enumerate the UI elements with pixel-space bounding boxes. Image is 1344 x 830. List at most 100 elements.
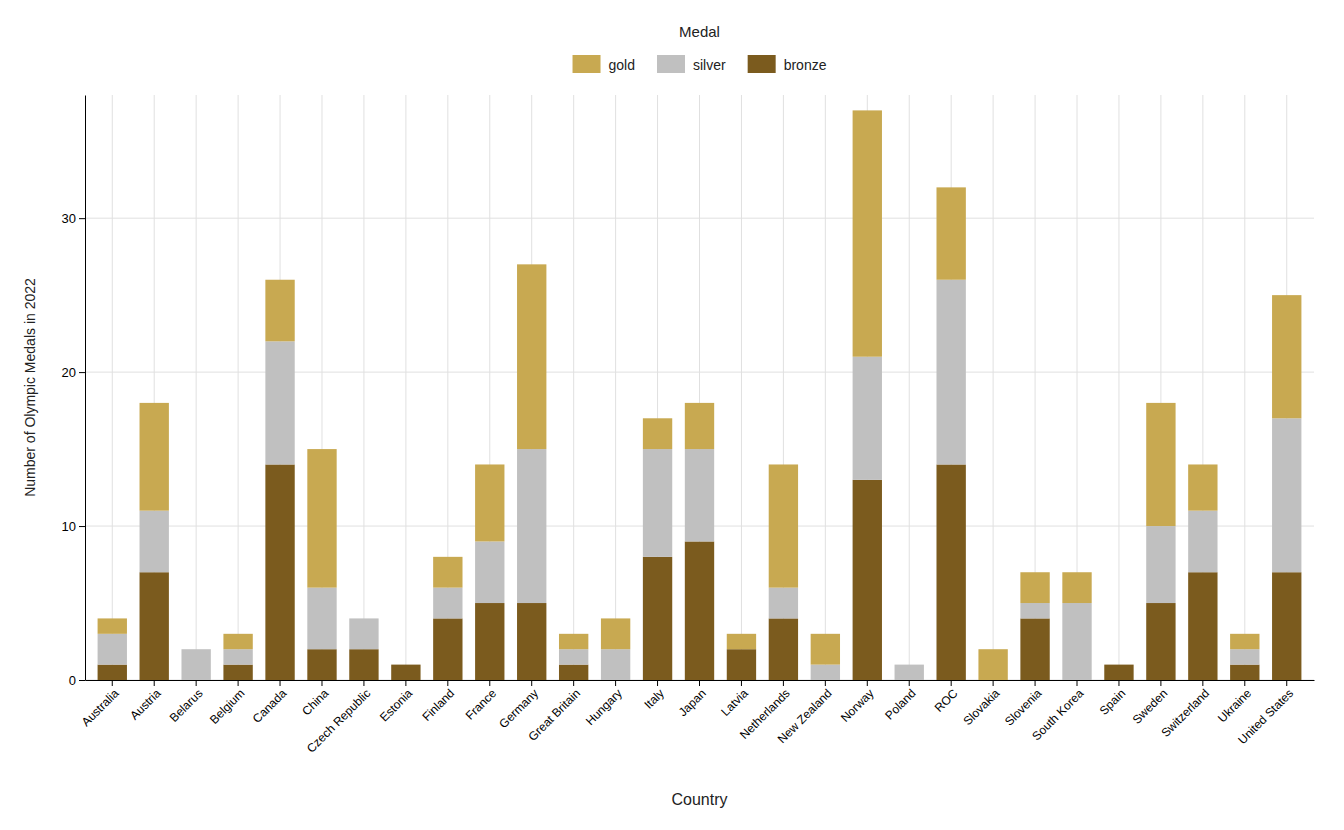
bar (307, 649, 336, 680)
grid-line (196, 95, 197, 680)
tick-label: 10 (62, 519, 76, 534)
tick-label: Belgium (207, 686, 248, 727)
bar (433, 588, 462, 619)
legend-swatch (657, 55, 685, 73)
bar (811, 665, 840, 680)
tick-label: Spain (1097, 686, 1129, 718)
bar (1188, 572, 1217, 680)
tick-mark (1202, 680, 1203, 686)
bar (1104, 664, 1133, 665)
tick-label: Ukraine (1215, 686, 1254, 725)
tick: Austria (127, 680, 164, 723)
tick-label: China (299, 686, 331, 718)
bar (727, 634, 756, 649)
legend-entries: goldsilverbronze (573, 55, 827, 73)
bar (895, 664, 924, 665)
bar (1272, 295, 1301, 418)
y-axis-title: Number of Olympic Medals in 2022 (22, 278, 38, 497)
plot-area: 0102030AustraliaAustriaBelarusBelgiumCan… (62, 95, 1315, 756)
tick-mark (405, 680, 406, 686)
bar (517, 264, 546, 449)
tick-mark (699, 680, 700, 686)
tick-mark (79, 218, 85, 219)
tick-mark (79, 526, 85, 527)
bar (98, 634, 127, 665)
axis-line (85, 96, 86, 681)
grid-line (405, 95, 406, 680)
bar (1272, 418, 1301, 572)
bar (978, 649, 1007, 680)
chart: 0102030AustraliaAustriaBelarusBelgiumCan… (0, 0, 1344, 830)
tick: Belarus (167, 680, 206, 725)
tick-label: Czech Republic (304, 686, 373, 755)
bar (1062, 572, 1091, 603)
tick-mark (951, 680, 952, 686)
bar (1146, 603, 1175, 680)
bar (559, 634, 588, 649)
bar (1146, 403, 1175, 526)
legend-entry: bronze (748, 55, 827, 73)
tick-mark (825, 680, 826, 686)
bar (265, 280, 294, 342)
legend-label: bronze (784, 57, 827, 73)
tick: South Korea (1029, 680, 1086, 743)
tick-mark (615, 680, 616, 686)
grid-line (238, 95, 239, 680)
tick: Ukraine (1215, 680, 1254, 725)
bar (936, 464, 965, 680)
tick-label: United States (1235, 686, 1296, 747)
bar (1062, 603, 1091, 680)
y-axis: 0102030 (62, 96, 86, 688)
bar (140, 572, 169, 680)
tick-label: Belarus (167, 686, 206, 725)
legend-entry: gold (573, 55, 635, 73)
tick: Great Britain (525, 680, 583, 744)
tick: Australia (79, 680, 122, 729)
tick-label: Canada (250, 686, 290, 726)
tick-label: 30 (62, 211, 76, 226)
tick: Canada (250, 680, 290, 726)
bar (643, 418, 672, 449)
grid-line (615, 95, 616, 680)
x-axis-title: Country (671, 791, 727, 808)
bar (391, 664, 420, 665)
grid-line (909, 95, 910, 680)
bar (349, 649, 378, 680)
tick: China (299, 680, 331, 718)
series-2 (98, 110, 1302, 680)
bar (936, 280, 965, 465)
tick-mark (1035, 680, 1036, 686)
bar (307, 588, 336, 650)
grid-line (1244, 95, 1245, 680)
tick-label: Slovakia (960, 686, 1002, 728)
bar (265, 341, 294, 464)
grid-line (1118, 95, 1119, 680)
bar (643, 449, 672, 557)
tick: Switzerland (1158, 680, 1212, 740)
tick-label: Australia (79, 686, 122, 729)
tick-mark (1286, 680, 1287, 686)
bar (643, 557, 672, 680)
tick-mark (909, 680, 910, 686)
grid-line (825, 95, 826, 680)
bars (98, 110, 1302, 680)
tick-label: Austria (127, 686, 164, 723)
tick-mark (280, 680, 281, 686)
tick-mark (447, 680, 448, 686)
tick-mark (993, 680, 994, 686)
bar (1272, 572, 1301, 680)
tick-mark (573, 680, 574, 686)
bar (391, 665, 420, 680)
bar (1020, 618, 1049, 680)
tick: Spain (1097, 680, 1129, 718)
tick: ROC (932, 680, 961, 715)
tick: United States (1235, 680, 1296, 747)
tick-label: 20 (62, 365, 76, 380)
bar (1188, 464, 1217, 510)
tick-label: Estonia (377, 686, 415, 724)
tick: Hungary (583, 680, 625, 728)
bar (349, 618, 378, 619)
tick-mark (363, 680, 364, 686)
grid-line (363, 95, 364, 680)
bar (685, 403, 714, 449)
